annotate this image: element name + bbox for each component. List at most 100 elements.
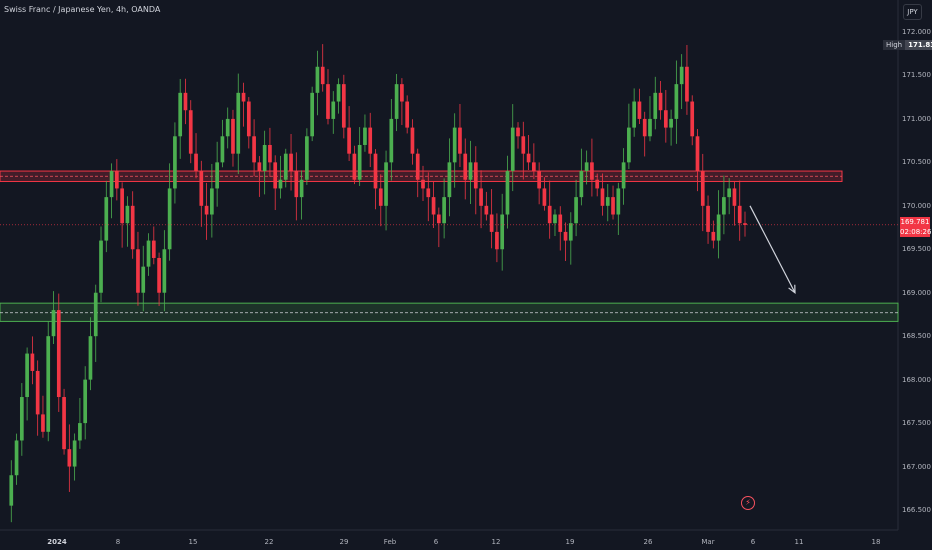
support-resistance-zones (0, 170, 899, 322)
candle-body (690, 101, 695, 137)
candle (384, 150, 388, 231)
candle (700, 153, 705, 232)
candle (679, 54, 684, 110)
candle (568, 212, 573, 265)
candle-body (19, 397, 24, 441)
candle (373, 149, 378, 210)
time-tick-label: Mar (701, 538, 715, 546)
candle-body (262, 144, 267, 172)
candle (220, 119, 225, 168)
price-tick-label: 167.000 (902, 462, 931, 471)
candle-body (431, 197, 436, 215)
candle-body (627, 127, 631, 163)
candle (35, 360, 40, 436)
candle (310, 86, 315, 142)
candle-body (405, 101, 410, 128)
candle-body (204, 205, 209, 215)
candle (516, 122, 520, 149)
candle-body (35, 370, 40, 415)
candle-body (595, 179, 600, 189)
candle-body (394, 84, 399, 119)
candle-body (542, 188, 547, 206)
candle (468, 140, 473, 204)
candle-body (584, 162, 589, 172)
time-tick-label: 6 (433, 538, 439, 546)
candle (252, 119, 256, 177)
candle-body (616, 188, 621, 215)
candle (653, 76, 658, 130)
candle-body (373, 153, 378, 189)
candle (442, 178, 446, 239)
candle (341, 74, 346, 139)
candle (194, 133, 198, 179)
candle (173, 122, 177, 204)
candle (352, 145, 357, 185)
candle-body (130, 205, 135, 250)
candle-body (157, 257, 161, 293)
candle (447, 138, 452, 217)
candle-body (621, 162, 626, 189)
time-tick-label: 6 (750, 538, 756, 546)
candle-body (93, 292, 98, 337)
candle-body (341, 84, 346, 128)
candle-body (30, 353, 35, 371)
candle (151, 226, 156, 265)
candle (706, 195, 710, 244)
candle (590, 138, 594, 197)
candle-body (241, 92, 246, 102)
candle-body (136, 249, 140, 293)
candle-body (51, 310, 56, 337)
currency-button[interactable]: JPY (903, 4, 922, 20)
candle (605, 184, 610, 222)
candle (737, 180, 742, 241)
candle (67, 424, 72, 492)
candle (473, 146, 478, 215)
candle-body (162, 249, 167, 293)
candle-body (299, 179, 304, 198)
candle-body (553, 214, 557, 224)
high-price-tag: High 171.830 (883, 40, 932, 50)
candle-body (115, 171, 119, 189)
candle (510, 104, 515, 192)
candle-body (56, 310, 61, 398)
candle (78, 397, 82, 449)
price-tick-label: 172.000 (902, 28, 931, 36)
candle-body (268, 144, 272, 163)
candle-body (104, 197, 109, 241)
candle (595, 173, 600, 197)
candle-body (88, 336, 93, 380)
candle (141, 245, 146, 312)
candle (458, 104, 462, 168)
projection-arrowhead (788, 284, 796, 294)
candle-body (331, 101, 336, 119)
candle (463, 138, 468, 200)
time-tick-label: Feb (383, 538, 397, 546)
candle-body (389, 118, 394, 163)
candle-body (9, 475, 14, 506)
candle-body (458, 127, 462, 154)
candle (389, 98, 394, 181)
candle (368, 112, 373, 168)
candlestick-series (9, 44, 747, 523)
candle (331, 91, 336, 134)
candle-body (415, 153, 420, 180)
candle (289, 133, 293, 191)
time-tick-label: 15 (188, 538, 198, 546)
candle (167, 163, 172, 261)
candle-body (310, 92, 315, 137)
candle (299, 170, 304, 220)
lightning-bolt-icon[interactable]: ⚡ (741, 496, 755, 510)
time-tick-label: 22 (264, 538, 274, 546)
candle-body (236, 92, 241, 154)
candle (489, 189, 494, 249)
candle-body (637, 101, 642, 119)
candle (685, 44, 689, 115)
candle-body (246, 101, 251, 137)
candle-body (716, 214, 721, 241)
candle (400, 78, 404, 126)
candle (415, 148, 420, 198)
candle (642, 111, 647, 157)
chart-overlay (0, 205, 898, 294)
candle (637, 88, 642, 124)
